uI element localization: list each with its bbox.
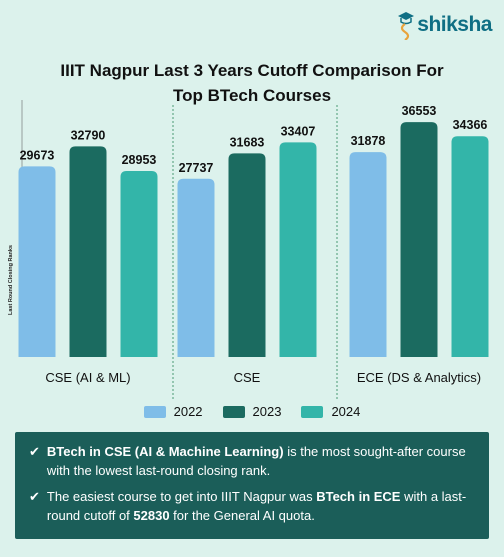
checkmark-icon: ✔ (29, 444, 40, 459)
bar-value-label: 31683 (230, 135, 265, 149)
category-label: CSE (234, 370, 261, 385)
bar-value-label: 27737 (179, 161, 214, 175)
bar-value-label: 31878 (351, 134, 386, 148)
legend-item: 2024 (301, 404, 360, 419)
chart-legend: 2022 2023 2024 (0, 404, 504, 419)
note-item: ✔ BTech in CSE (AI & Machine Learning) is… (29, 442, 475, 480)
bar (18, 166, 56, 357)
chart-title-line-1: IIIT Nagpur Last 3 Years Cutoff Comparis… (60, 61, 444, 80)
category-label: CSE (AI & ML) (45, 370, 130, 385)
brand-logo: shiksha (397, 10, 492, 40)
bar-value-label: 36553 (402, 104, 437, 118)
note-highlight: BTech in CSE (AI & Machine Learning) (46, 444, 284, 459)
bar (349, 152, 387, 357)
bar-chart: Last Round Closing Ranks 29673 32790 28953 C… (8, 100, 489, 400)
bar-value-label: 33407 (281, 124, 316, 138)
legend-swatch (222, 405, 245, 418)
checkmark-icon: ✔ (29, 489, 40, 504)
bar-value-label: 28953 (122, 153, 157, 167)
bar-value-label: 34366 (453, 118, 488, 132)
note-segment: for the General AI quota. (169, 508, 315, 523)
legend-item: 2023 (222, 404, 282, 419)
note-item: ✔ The easiest course to get into IIIT Nag… (29, 487, 475, 525)
bar (69, 146, 107, 357)
note-text: BTech in CSE (AI & Machine Learning) is … (47, 442, 475, 480)
note-text: The easiest course to get into IIIT Nagp… (47, 487, 475, 525)
note-highlight: 52830 (133, 508, 170, 523)
bar (120, 170, 158, 357)
y-axis-label: Last Round Closing Ranks (8, 245, 14, 315)
graduation-cap-icon (398, 12, 415, 40)
legend-item: 2022 (143, 404, 203, 419)
bar-value-label: 32790 (71, 128, 106, 142)
legend-label: 2024 (331, 404, 361, 419)
notes-box: ✔ BTech in CSE (AI & Machine Learning) is… (15, 432, 489, 539)
note-segment: with a last-round cutoff of (46, 489, 467, 523)
bar (400, 122, 438, 357)
brand-name: shiksha (417, 13, 492, 36)
chart-title-line-2: Top BTech Courses (172, 86, 332, 105)
legend-swatch (301, 405, 324, 418)
category-label: ECE (DS & Analytics) (357, 370, 481, 385)
legend-swatch (143, 405, 166, 418)
bar (228, 153, 266, 357)
legend-label: 2022 (173, 404, 203, 419)
note-segment: is the most sought-after course with the… (46, 444, 466, 478)
chart-title: IIIT Nagpur Last 3 Years Cutoff Comparis… (0, 58, 504, 108)
note-segment: The easiest course to get into IIIT Nagp… (46, 489, 317, 504)
bar-value-label: 29673 (20, 148, 55, 162)
note-highlight: BTech in ECE (316, 489, 401, 504)
bar (451, 136, 489, 357)
bar (177, 178, 215, 357)
bar (279, 142, 317, 357)
legend-label: 2023 (252, 404, 282, 419)
